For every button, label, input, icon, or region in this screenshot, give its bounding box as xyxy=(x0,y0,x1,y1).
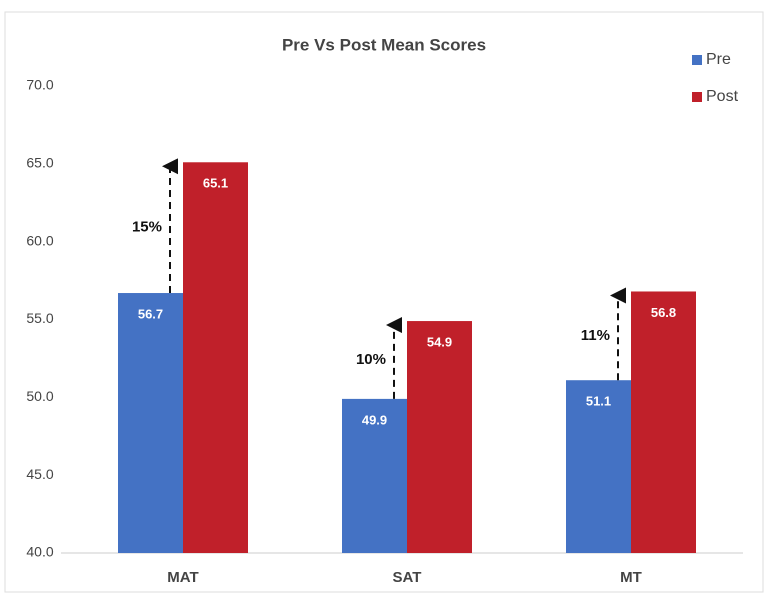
x-tick-label: SAT xyxy=(393,569,422,586)
x-tick-label: MAT xyxy=(167,569,198,586)
bar xyxy=(342,398,407,553)
annotation: 11% xyxy=(581,327,610,344)
legend-label: Post xyxy=(706,88,739,105)
data-label: 51.1 xyxy=(586,394,611,409)
annotation: 15% xyxy=(132,219,162,236)
legend-swatch xyxy=(692,55,702,65)
annotation: 10% xyxy=(356,351,386,368)
y-tick-label: 60.0 xyxy=(26,232,53,248)
x-tick-label: MT xyxy=(620,569,642,586)
legend-label: Pre xyxy=(706,51,731,68)
bar xyxy=(183,162,248,553)
y-tick-label: 45.0 xyxy=(26,466,53,482)
bar xyxy=(118,293,183,553)
bar xyxy=(631,291,696,553)
data-label: 56.7 xyxy=(138,306,163,321)
y-tick-label: 40.0 xyxy=(26,544,53,560)
data-label: 56.8 xyxy=(651,305,676,320)
y-tick-label: 65.0 xyxy=(26,155,53,171)
bar xyxy=(566,380,631,553)
chart-title: Pre Vs Post Mean Scores xyxy=(282,35,486,54)
legend-swatch xyxy=(692,92,702,102)
data-label: 54.9 xyxy=(427,334,452,349)
y-tick-label: 55.0 xyxy=(26,310,53,326)
bar xyxy=(407,321,472,553)
data-label: 49.9 xyxy=(362,412,387,427)
y-tick-label: 70.0 xyxy=(26,77,53,93)
data-label: 65.1 xyxy=(203,176,228,191)
y-tick-label: 50.0 xyxy=(26,388,53,404)
